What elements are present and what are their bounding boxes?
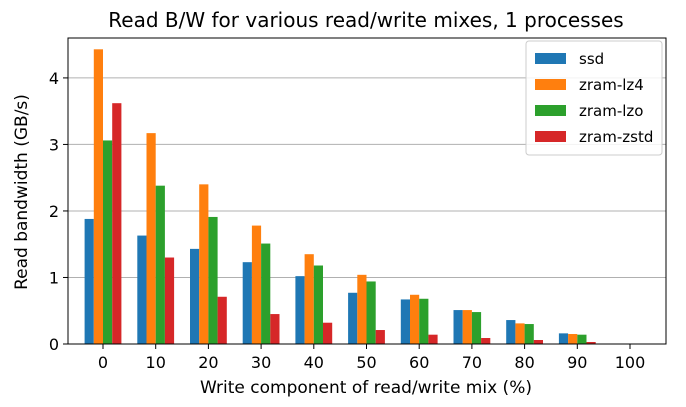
bar — [261, 243, 271, 344]
bar — [506, 320, 516, 344]
x-tick-label: 50 — [356, 353, 376, 372]
bar — [93, 49, 103, 345]
bar — [568, 334, 578, 344]
bar — [155, 185, 165, 344]
bar — [190, 248, 200, 344]
legend-swatch — [535, 79, 566, 90]
y-axis-title: Read bandwidth (GB/s) — [12, 94, 32, 290]
bar — [524, 324, 534, 344]
bar — [471, 312, 482, 344]
bar — [462, 310, 472, 344]
legend-swatch — [535, 105, 566, 116]
chart-title: Read B/W for various read/write mixes, 1… — [108, 8, 623, 32]
x-tick-label: 0 — [98, 353, 108, 372]
bar — [410, 294, 420, 344]
legend-swatch — [535, 53, 566, 64]
x-tick-label: 40 — [304, 353, 324, 372]
x-tick-label: 10 — [146, 353, 166, 372]
y-tick-label: 1 — [49, 268, 59, 287]
y-tick-label: 4 — [49, 69, 59, 88]
bar — [164, 257, 175, 344]
legend: ssd zram-lz4 zram-lzo zram-zstd — [525, 40, 663, 156]
x-tick-label: 30 — [251, 353, 271, 372]
bar — [366, 281, 376, 344]
x-tick-label: 100 — [615, 353, 646, 372]
bar — [242, 262, 252, 344]
bar — [481, 338, 491, 344]
bar — [419, 298, 429, 344]
bar — [84, 218, 94, 344]
x-tick-label: 60 — [409, 353, 429, 372]
legend-swatch — [535, 131, 566, 142]
legend-label: zram-zstd — [579, 128, 653, 146]
legend-label: zram-lz4 — [579, 76, 644, 94]
bar — [304, 254, 314, 344]
bar — [137, 235, 147, 344]
x-axis-ticks: 0 10 20 30 40 50 60 70 80 90 100 — [98, 344, 645, 372]
series-zram-zstd — [112, 103, 596, 344]
y-tick-label: 2 — [49, 202, 59, 221]
bar — [323, 322, 333, 344]
bar — [375, 330, 385, 344]
bar — [577, 334, 587, 344]
bar — [428, 334, 438, 344]
bar — [515, 323, 525, 344]
series-zram-lzo — [103, 140, 587, 344]
series-ssd — [84, 218, 569, 344]
bar — [558, 333, 569, 344]
legend-label: ssd — [579, 50, 604, 68]
bar — [313, 265, 323, 344]
bar — [586, 342, 596, 344]
bar — [295, 276, 305, 344]
x-axis-title: Write component of read/write mix (%) — [200, 378, 532, 398]
x-tick-label: 70 — [462, 353, 482, 372]
bar — [533, 340, 543, 344]
bars — [84, 49, 596, 345]
bar — [453, 310, 463, 344]
y-tick-label: 0 — [49, 335, 59, 354]
y-tick-label: 3 — [49, 135, 59, 154]
legend-label: zram-lzo — [579, 102, 643, 120]
x-tick-label: 90 — [567, 353, 587, 372]
y-axis-ticks: 0 1 2 3 4 — [49, 69, 68, 354]
bar — [217, 296, 227, 344]
bar — [199, 184, 209, 344]
bar — [400, 299, 410, 344]
bar — [146, 133, 156, 344]
bar — [251, 225, 262, 344]
bar — [103, 140, 113, 344]
bar — [348, 292, 358, 344]
bar — [112, 103, 122, 344]
x-tick-label: 80 — [514, 353, 534, 372]
bar — [357, 274, 367, 344]
bar — [270, 314, 280, 344]
bar — [208, 216, 218, 344]
x-tick-label: 20 — [198, 353, 218, 372]
series-zram-lz4 — [93, 49, 578, 345]
legend-box — [525, 40, 663, 156]
